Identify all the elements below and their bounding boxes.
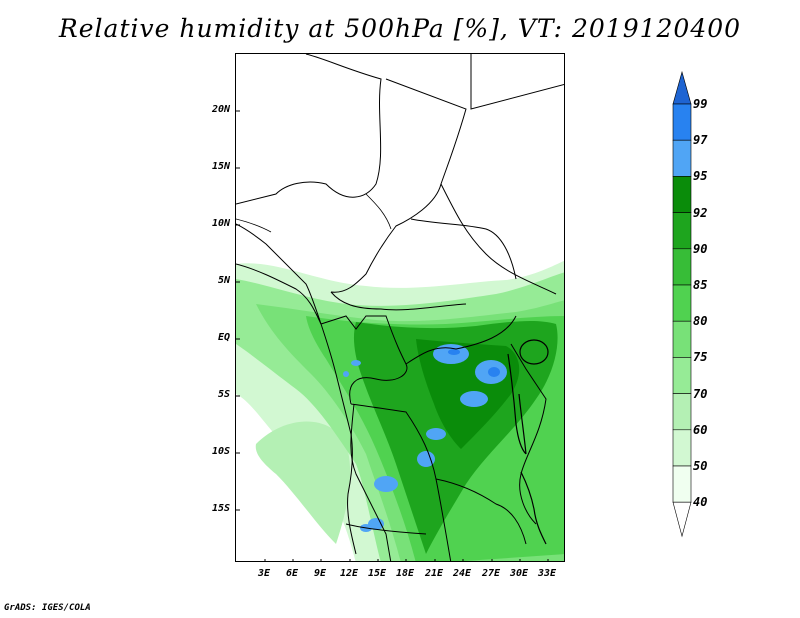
colorbar-label: 40 [693, 495, 708, 510]
colorbar-label: 75 [693, 350, 708, 365]
colorbar-segment [672, 393, 692, 431]
colorbar-top-arrow [672, 70, 692, 105]
lon-label-24e: 24E [452, 568, 472, 579]
colorbar-gradient [672, 70, 692, 538]
colorbar-bottom-arrow [672, 501, 692, 538]
colorbar-segment [672, 248, 692, 286]
lat-label-5n: 5N [217, 275, 230, 286]
map-plot-area [235, 53, 565, 562]
lat-label-10n: 10N [211, 218, 230, 229]
lon-label-27e: 27E [481, 568, 501, 579]
colorbar-segment [672, 176, 692, 213]
colorbar-label: 92 [693, 205, 708, 220]
humidity-peaks-97 [448, 349, 500, 377]
great-lakes [507, 339, 549, 545]
colorbar-label: 85 [693, 278, 708, 292]
colorbar-segment [672, 284, 692, 322]
colorbar-label: 90 [693, 241, 708, 256]
rivers [236, 193, 392, 233]
colorbar-segment [672, 357, 692, 394]
colorbar-label: 97 [693, 133, 708, 148]
colorbar-segment [672, 465, 692, 503]
lon-label-9e: 9E [313, 568, 327, 579]
colorbar-segment [672, 429, 692, 467]
humidity-plume-west [255, 421, 351, 544]
colorbar-label: 80 [693, 314, 708, 329]
lat-label-15s: 15S [211, 503, 230, 514]
lat-label-20n: 20N [211, 104, 230, 115]
colorbar-segment [672, 139, 692, 177]
colorbar-segment [672, 103, 692, 141]
colorbar-label: 99 [693, 97, 708, 111]
colorbar-label: 60 [693, 422, 708, 437]
colorbar-label: 95 [693, 169, 708, 184]
lat-label-10s: 10S [211, 446, 230, 457]
lat-label-15n: 15N [211, 161, 230, 172]
colorbar-label: 50 [693, 459, 708, 473]
axis-ticks [236, 110, 549, 561]
lon-label-21e: 21E [424, 568, 444, 579]
coastline [236, 223, 357, 555]
grads-credit: GrADS: IGES/COLA [4, 603, 91, 613]
humidity-field [236, 54, 564, 561]
map-title: Relative humidity at 500hPa [%], VT: 201… [58, 14, 742, 43]
colorbar-segment [672, 212, 692, 250]
country-borders [236, 54, 564, 561]
lat-label-eq: EQ [217, 332, 230, 343]
lon-label-18e: 18E [395, 568, 415, 579]
colorbar-label: 70 [693, 386, 708, 401]
lat-label-5s: 5S [217, 389, 230, 400]
lon-label-12e: 12E [339, 568, 359, 579]
lon-label-15e: 15E [367, 568, 387, 579]
lon-label-6e: 6E [285, 568, 299, 579]
lon-label-3e: 3E [257, 568, 271, 579]
lon-label-30e: 30E [509, 568, 529, 579]
colorbar [672, 70, 692, 550]
lon-label-33e: 33E [537, 568, 557, 579]
colorbar-segment [672, 320, 692, 358]
